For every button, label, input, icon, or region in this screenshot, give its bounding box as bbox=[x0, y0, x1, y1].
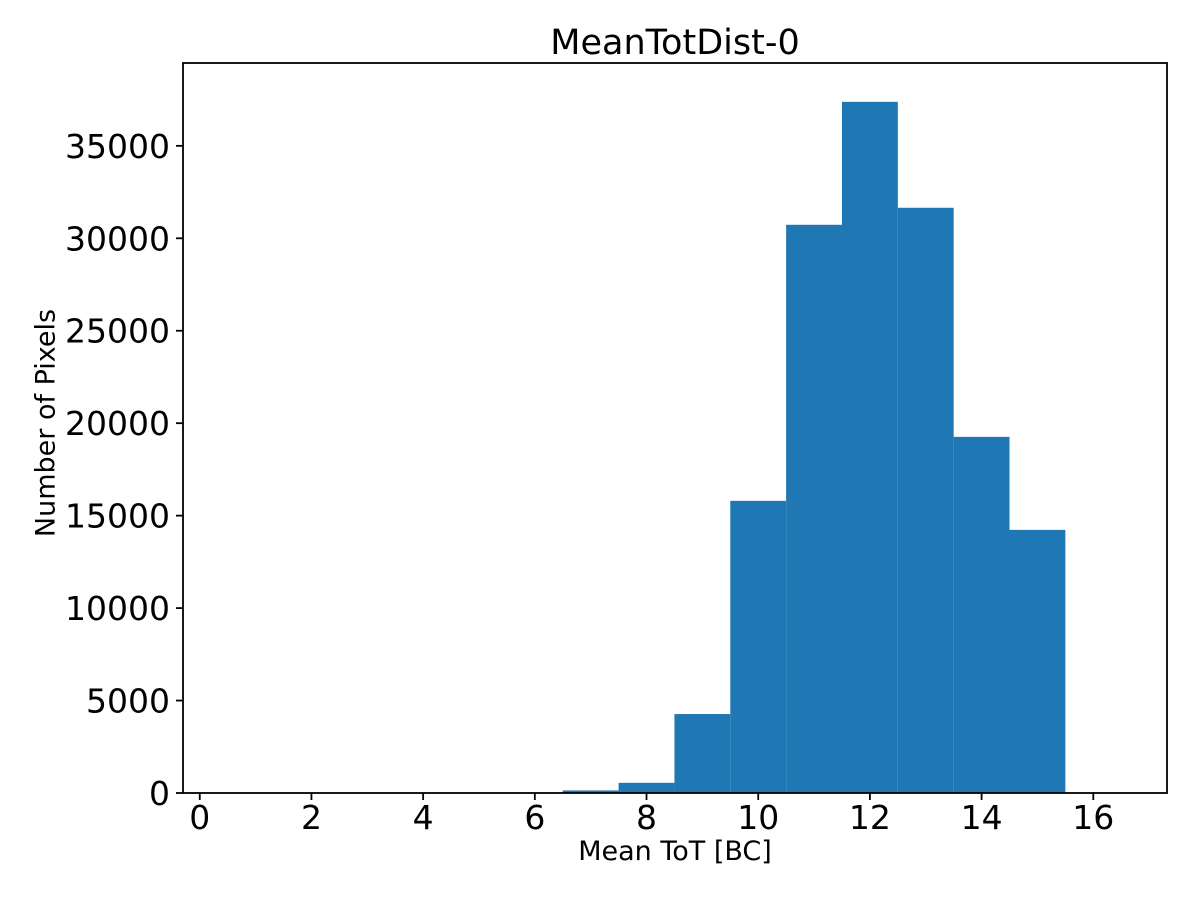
x-tick-label: 6 bbox=[524, 798, 545, 837]
chart-title: MeanTotDist-0 bbox=[550, 23, 800, 63]
y-tick-label: 15000 bbox=[65, 497, 170, 536]
histogram-bar bbox=[674, 714, 731, 793]
x-tick-label: 12 bbox=[849, 798, 891, 837]
y-tick-label: 0 bbox=[149, 774, 170, 813]
y-tick-label: 25000 bbox=[65, 312, 170, 351]
histogram-bar bbox=[618, 782, 675, 793]
x-tick-label: 0 bbox=[189, 798, 210, 837]
histogram-bar bbox=[562, 790, 619, 793]
x-tick-label: 16 bbox=[1072, 798, 1114, 837]
histogram-bar bbox=[730, 500, 787, 793]
x-axis-label: Mean ToT [BC] bbox=[578, 836, 772, 867]
y-tick-label: 20000 bbox=[65, 404, 170, 443]
y-tick-label: 30000 bbox=[65, 219, 170, 258]
histogram-bar bbox=[786, 224, 842, 794]
x-tick-label: 2 bbox=[301, 798, 322, 837]
axes-spines bbox=[182, 62, 1168, 794]
histogram-bar bbox=[953, 436, 1010, 793]
x-tick-label: 14 bbox=[961, 798, 1003, 837]
x-tick-label: 8 bbox=[636, 798, 657, 837]
y-tick-label: 10000 bbox=[65, 589, 170, 628]
y-tick-label: 5000 bbox=[86, 682, 170, 721]
x-tick-label: 4 bbox=[413, 798, 434, 837]
y-tick-label: 35000 bbox=[65, 127, 170, 166]
histogram-bar bbox=[1009, 529, 1066, 793]
y-axis-label: Number of Pixels bbox=[30, 308, 62, 538]
histogram-bar bbox=[841, 101, 898, 794]
x-tick-label: 10 bbox=[737, 798, 779, 837]
histogram-bar bbox=[897, 207, 954, 793]
